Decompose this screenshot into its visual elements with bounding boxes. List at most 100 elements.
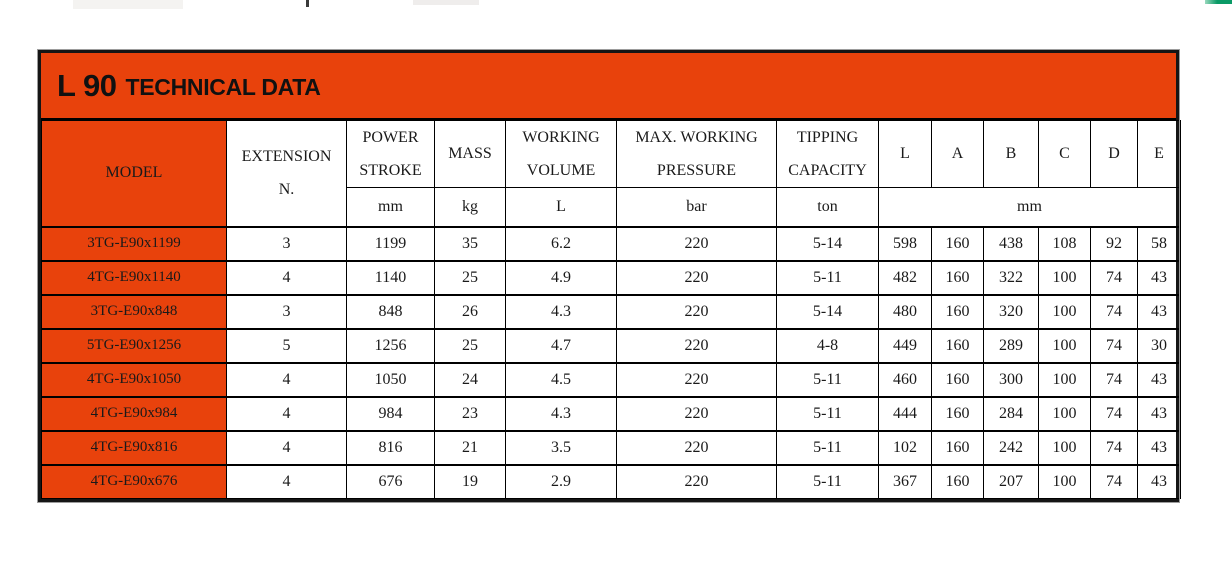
cell-max-working-pressure: 220 bbox=[616, 395, 777, 431]
cell-dim-c: 100 bbox=[1038, 259, 1091, 295]
cell-working-volume: 4.3 bbox=[505, 293, 617, 329]
cell-dim-e: 30 bbox=[1137, 327, 1181, 363]
table-row: 4TG-E90x816 4 816 21 3.5 220 5-11 102 160 242 100 7… bbox=[41, 429, 1181, 465]
cell-dim-e: 43 bbox=[1137, 259, 1181, 295]
cell-dim-c: 100 bbox=[1038, 463, 1091, 499]
table-title-bar: L 90 TECHNICAL DATA bbox=[41, 53, 1176, 120]
cell-dim-b: 207 bbox=[983, 463, 1039, 499]
cell-dim-e: 58 bbox=[1137, 225, 1181, 261]
cell-tipping-capacity: 5-14 bbox=[776, 225, 879, 261]
col-header-mass: MASS bbox=[434, 120, 506, 188]
cell-model: 3TG-E90x1199 bbox=[41, 225, 227, 261]
cell-max-working-pressure: 220 bbox=[616, 327, 777, 363]
cell-dim-l: 598 bbox=[878, 225, 932, 261]
cropped-logo-artifact bbox=[73, 0, 183, 9]
cell-dim-l: 102 bbox=[878, 429, 932, 465]
cell-tipping-capacity: 4-8 bbox=[776, 327, 879, 363]
cell-dim-a: 160 bbox=[931, 259, 984, 295]
cell-dim-l: 444 bbox=[878, 395, 932, 431]
cell-tipping-capacity: 5-11 bbox=[776, 361, 879, 397]
unit-capacity: ton bbox=[776, 187, 879, 228]
cell-dim-b: 322 bbox=[983, 259, 1039, 295]
cropped-text-artifact-2 bbox=[413, 0, 479, 5]
cell-dim-l: 367 bbox=[878, 463, 932, 499]
cell-max-working-pressure: 220 bbox=[616, 225, 777, 261]
cell-extension-n: 3 bbox=[226, 293, 347, 329]
col-header-working-volume: WORKING VOLUME bbox=[505, 120, 617, 188]
cell-power-stroke: 816 bbox=[346, 429, 435, 465]
cell-extension-n: 4 bbox=[226, 259, 347, 295]
cell-dim-b: 320 bbox=[983, 293, 1039, 329]
cell-dim-b: 438 bbox=[983, 225, 1039, 261]
cell-dim-d: 74 bbox=[1090, 293, 1138, 329]
cell-dim-d: 92 bbox=[1090, 225, 1138, 261]
cell-dim-c: 100 bbox=[1038, 361, 1091, 397]
cell-mass: 21 bbox=[434, 429, 506, 465]
cell-dim-b: 242 bbox=[983, 429, 1039, 465]
cell-dim-a: 160 bbox=[931, 429, 984, 465]
cell-max-working-pressure: 220 bbox=[616, 429, 777, 465]
cell-dim-a: 160 bbox=[931, 395, 984, 431]
unit-dims: mm bbox=[878, 187, 1181, 228]
cell-dim-a: 160 bbox=[931, 327, 984, 363]
col-header-dim-l: L bbox=[878, 120, 932, 188]
header-names-row: MODEL EXTENSION N. POWER STROKE MASS WOR… bbox=[41, 120, 1181, 227]
cell-max-working-pressure: 220 bbox=[616, 259, 777, 295]
col-header-model: MODEL bbox=[41, 120, 227, 227]
col-header-dim-c: C bbox=[1038, 120, 1091, 188]
table-row: 4TG-E90x1140 4 1140 25 4.9 220 5-11 482 160 322 10… bbox=[41, 259, 1181, 295]
cell-mass: 23 bbox=[434, 395, 506, 431]
cell-dim-e: 43 bbox=[1137, 395, 1181, 431]
cell-dim-c: 100 bbox=[1038, 429, 1091, 465]
cell-max-working-pressure: 220 bbox=[616, 293, 777, 329]
cell-model: 4TG-E90x1140 bbox=[41, 259, 227, 295]
cell-max-working-pressure: 220 bbox=[616, 361, 777, 397]
cell-power-stroke: 1256 bbox=[346, 327, 435, 363]
cell-dim-e: 43 bbox=[1137, 293, 1181, 329]
table-row: 5TG-E90x1256 5 1256 25 4.7 220 4-8 449 160 289 100… bbox=[41, 327, 1181, 363]
title-suffix: TECHNICAL DATA bbox=[125, 74, 321, 100]
cell-working-volume: 4.3 bbox=[505, 395, 617, 431]
table-row: 3TG-E90x1199 3 1199 35 6.2 220 5-14 598 160 438 10… bbox=[41, 225, 1181, 261]
cell-power-stroke: 984 bbox=[346, 395, 435, 431]
spec-table-body: 3TG-E90x1199 3 1199 35 6.2 220 5-14 598 160 438 10… bbox=[41, 225, 1181, 499]
table-row: 4TG-E90x1050 4 1050 24 4.5 220 5-11 460 160 300 10… bbox=[41, 361, 1181, 397]
cell-power-stroke: 848 bbox=[346, 293, 435, 329]
cell-working-volume: 3.5 bbox=[505, 429, 617, 465]
cell-dim-e: 43 bbox=[1137, 463, 1181, 499]
unit-pressure: bar bbox=[616, 187, 777, 228]
cell-mass: 25 bbox=[434, 327, 506, 363]
cell-mass: 24 bbox=[434, 361, 506, 397]
col-header-dim-b: B bbox=[983, 120, 1039, 188]
cell-model: 4TG-E90x816 bbox=[41, 429, 227, 465]
unit-volume: L bbox=[505, 187, 617, 228]
cell-dim-d: 74 bbox=[1090, 395, 1138, 431]
cell-tipping-capacity: 5-11 bbox=[776, 259, 879, 295]
col-header-dim-e: E bbox=[1137, 120, 1181, 188]
cell-tipping-capacity: 5-11 bbox=[776, 429, 879, 465]
cell-extension-n: 3 bbox=[226, 225, 347, 261]
cell-dim-e: 43 bbox=[1137, 361, 1181, 397]
series-name: L 90 bbox=[57, 67, 117, 103]
cell-dim-b: 284 bbox=[983, 395, 1039, 431]
table-row: 4TG-E90x676 4 676 19 2.9 220 5-11 367 160 207 100 7… bbox=[41, 463, 1181, 499]
cell-max-working-pressure: 220 bbox=[616, 463, 777, 499]
cell-dim-a: 160 bbox=[931, 225, 984, 261]
cell-model: 5TG-E90x1256 bbox=[41, 327, 227, 363]
cell-mass: 35 bbox=[434, 225, 506, 261]
cell-dim-c: 100 bbox=[1038, 293, 1091, 329]
cell-mass: 25 bbox=[434, 259, 506, 295]
col-header-max-working-pressure: MAX. WORKING PRESSURE bbox=[616, 120, 777, 188]
cell-extension-n: 5 bbox=[226, 327, 347, 363]
cell-model: 3TG-E90x848 bbox=[41, 293, 227, 329]
cell-dim-c: 100 bbox=[1038, 395, 1091, 431]
cell-power-stroke: 1140 bbox=[346, 259, 435, 295]
cell-dim-d: 74 bbox=[1090, 361, 1138, 397]
cell-working-volume: 4.5 bbox=[505, 361, 617, 397]
spec-table: MODEL EXTENSION N. POWER STROKE MASS WOR… bbox=[41, 120, 1181, 499]
cell-power-stroke: 676 bbox=[346, 463, 435, 499]
cell-tipping-capacity: 5-14 bbox=[776, 293, 879, 329]
cell-dim-d: 74 bbox=[1090, 463, 1138, 499]
unit-power-stroke: mm bbox=[346, 187, 435, 228]
